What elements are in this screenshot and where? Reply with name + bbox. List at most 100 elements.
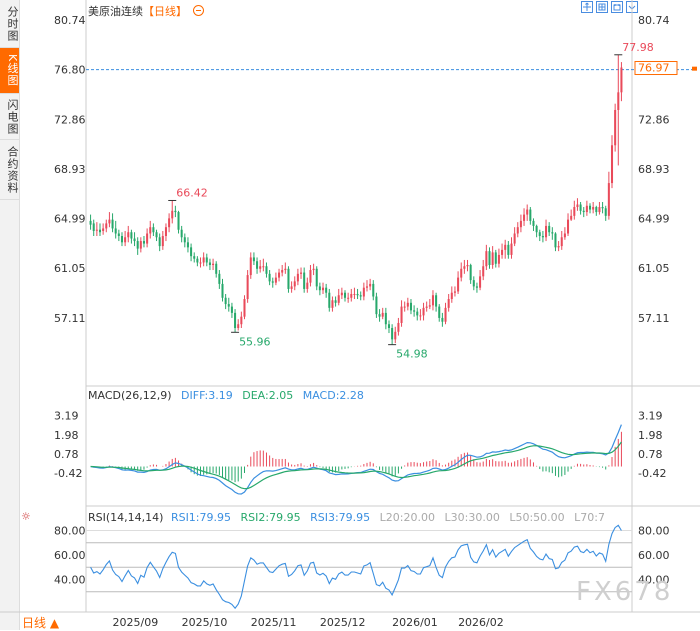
candle — [306, 282, 309, 289]
x-tick-label: 2025/09 — [113, 616, 159, 629]
candle — [318, 286, 321, 291]
settings-gear-icon[interactable]: ☼ — [21, 510, 31, 523]
rsi-y-tick-left: 40.00 — [54, 573, 86, 586]
candle — [488, 251, 491, 265]
candle — [196, 258, 199, 263]
price-y-tick-left: 72.86 — [54, 113, 86, 126]
candle — [447, 299, 450, 308]
candle — [585, 205, 588, 213]
tab-flash[interactable]: 闪电图 — [0, 94, 19, 140]
candle — [617, 92, 620, 110]
candle — [347, 297, 350, 299]
candle — [482, 266, 485, 277]
candle — [227, 304, 230, 307]
candle — [444, 307, 447, 322]
price-y-tick-left: 61.05 — [54, 262, 86, 275]
candle — [391, 328, 394, 340]
expand-icon[interactable] — [581, 1, 593, 13]
candle — [284, 268, 287, 271]
bottom-period-tab[interactable]: 日线 ▲ — [22, 616, 60, 630]
candle — [271, 281, 274, 283]
candle — [252, 257, 255, 262]
candle — [259, 266, 262, 269]
candle — [312, 268, 315, 271]
candle — [573, 207, 576, 216]
candle — [545, 225, 548, 238]
price-y-tick-right: 64.99 — [638, 212, 670, 225]
candle — [309, 270, 312, 283]
candle — [221, 283, 224, 298]
candle — [303, 272, 306, 289]
candle — [504, 244, 507, 250]
candle — [183, 237, 186, 243]
price-y-tick-left: 80.74 — [54, 14, 86, 27]
candle — [497, 254, 500, 264]
candle — [343, 292, 347, 298]
candle — [124, 237, 127, 243]
grid-icon[interactable] — [596, 1, 608, 13]
l30-label: L30:30.00 — [444, 511, 500, 524]
candle — [164, 227, 167, 237]
tab-timeshare[interactable]: 分时图 — [0, 0, 19, 48]
candle — [491, 252, 494, 265]
candle — [463, 266, 466, 269]
candle — [218, 273, 221, 284]
price-y-tick-left: 64.99 — [54, 212, 86, 225]
candle — [526, 209, 529, 215]
candle — [510, 243, 513, 255]
candle — [397, 322, 400, 332]
candle — [425, 306, 428, 308]
candle — [350, 293, 353, 298]
candle — [472, 280, 475, 287]
annotation-low-label: 55.96 — [239, 335, 270, 348]
candle — [278, 272, 281, 278]
candle — [375, 296, 378, 315]
candle — [557, 246, 560, 248]
candle — [369, 283, 372, 287]
rsi-y-tick-right: 40.00 — [638, 573, 670, 586]
candle — [419, 315, 422, 317]
candle — [607, 183, 610, 216]
candle — [321, 287, 325, 291]
candle — [105, 223, 108, 229]
candle — [268, 273, 271, 282]
candle — [102, 228, 105, 231]
candle — [171, 210, 174, 219]
candle — [541, 236, 544, 238]
candle — [177, 212, 180, 230]
candle — [501, 249, 504, 255]
macd-dea-label: DEA:2.05 — [242, 389, 294, 402]
candle — [457, 277, 460, 292]
candle — [592, 207, 595, 210]
rsi-line — [90, 524, 622, 610]
circle-minus-icon[interactable] — [192, 5, 204, 16]
candle — [604, 208, 607, 216]
calendar-icon[interactable] — [611, 1, 623, 13]
candle — [362, 287, 365, 297]
candle — [413, 310, 416, 312]
candle — [120, 236, 124, 243]
candle — [453, 291, 456, 293]
candle — [142, 241, 145, 244]
candle — [406, 302, 409, 307]
candle — [199, 262, 202, 264]
candle — [237, 324, 240, 329]
candle — [610, 145, 614, 184]
candle — [161, 236, 164, 247]
candle — [422, 307, 425, 316]
price-y-tick-right: 68.93 — [638, 163, 670, 176]
candle — [127, 232, 130, 238]
candle — [485, 251, 488, 267]
candle — [353, 293, 356, 295]
last-price-box — [634, 61, 678, 76]
macd-y-tick-left: 1.98 — [54, 429, 79, 442]
macd-y-tick-left: -0.42 — [54, 467, 82, 480]
last-price-label: 76.97 — [638, 62, 670, 75]
tab-contract-info[interactable]: 合约资料 — [0, 140, 19, 200]
candle — [130, 232, 133, 239]
candle — [180, 229, 183, 238]
candle — [98, 229, 102, 233]
period-label[interactable]: 【日线】 — [143, 5, 187, 18]
tab-kline[interactable]: K线图 — [0, 48, 19, 94]
